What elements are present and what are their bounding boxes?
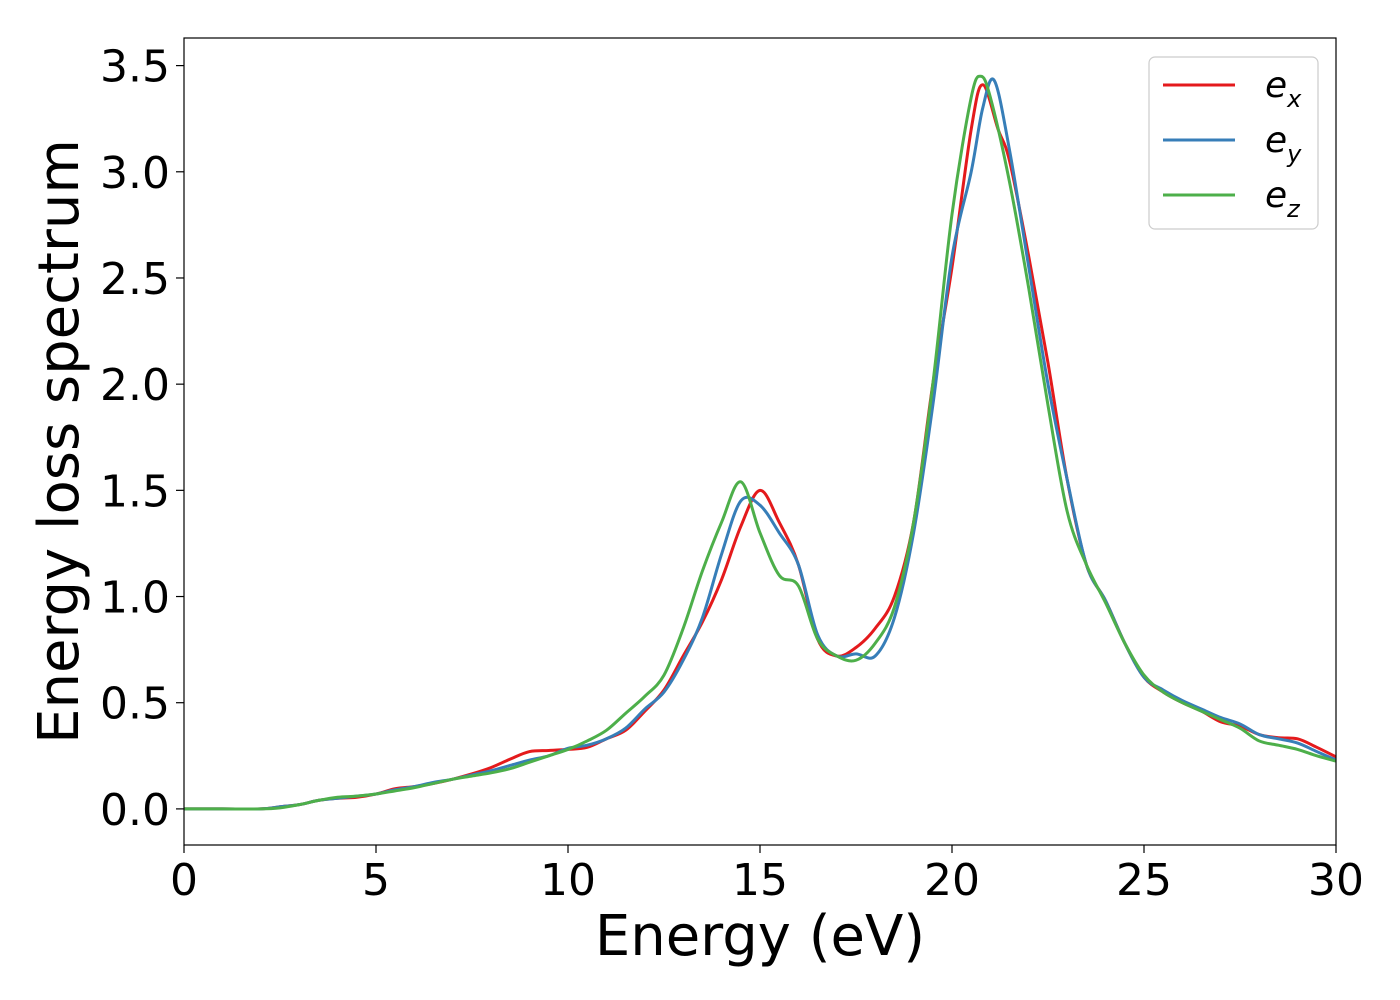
legend-label-subscript: z xyxy=(1286,195,1301,223)
y-tick-label: 2.0 xyxy=(100,360,170,411)
y-tick-label: 1.5 xyxy=(100,466,170,517)
legend-label-x: ex xyxy=(1265,65,1302,113)
legend-label-base: e xyxy=(1265,65,1287,106)
x-tick-label: 10 xyxy=(540,855,596,906)
legend-label-base: e xyxy=(1265,175,1287,216)
x-tick-label: 15 xyxy=(732,855,788,906)
legend-box xyxy=(1148,56,1319,230)
y-tick-label: 3.0 xyxy=(100,148,170,199)
legend-label-subscript: x xyxy=(1286,85,1302,113)
y-tick-label: 0.0 xyxy=(100,785,170,836)
series-layer xyxy=(184,74,1336,811)
x-tick-label: 25 xyxy=(1116,855,1172,906)
y-tick-label: 1.0 xyxy=(100,573,170,624)
y-tick-label: 3.5 xyxy=(100,42,170,93)
x-axis-ticks: 0 5 10 15 20 25 30 xyxy=(170,845,1364,906)
x-tick-label: 0 xyxy=(170,855,198,906)
y-tick-label: 2.5 xyxy=(100,254,170,305)
legend-label-base: e xyxy=(1265,120,1287,161)
series-line-z xyxy=(184,74,1336,811)
y-axis-ticks: 0.0 0.5 1.0 1.5 2.0 2.5 3.0 3.5 xyxy=(100,42,184,836)
legend-label-subscript: y xyxy=(1286,140,1302,168)
x-axis-label: Energy (eV) xyxy=(595,904,925,969)
legend-label-y: ey xyxy=(1265,120,1302,168)
y-axis-label: Energy loss spectrum xyxy=(27,139,92,744)
x-tick-label: 20 xyxy=(924,855,980,906)
legend-label-z: ez xyxy=(1265,175,1301,223)
x-tick-label: 30 xyxy=(1308,855,1364,906)
y-tick-label: 0.5 xyxy=(100,679,170,730)
x-tick-label: 5 xyxy=(362,855,390,906)
